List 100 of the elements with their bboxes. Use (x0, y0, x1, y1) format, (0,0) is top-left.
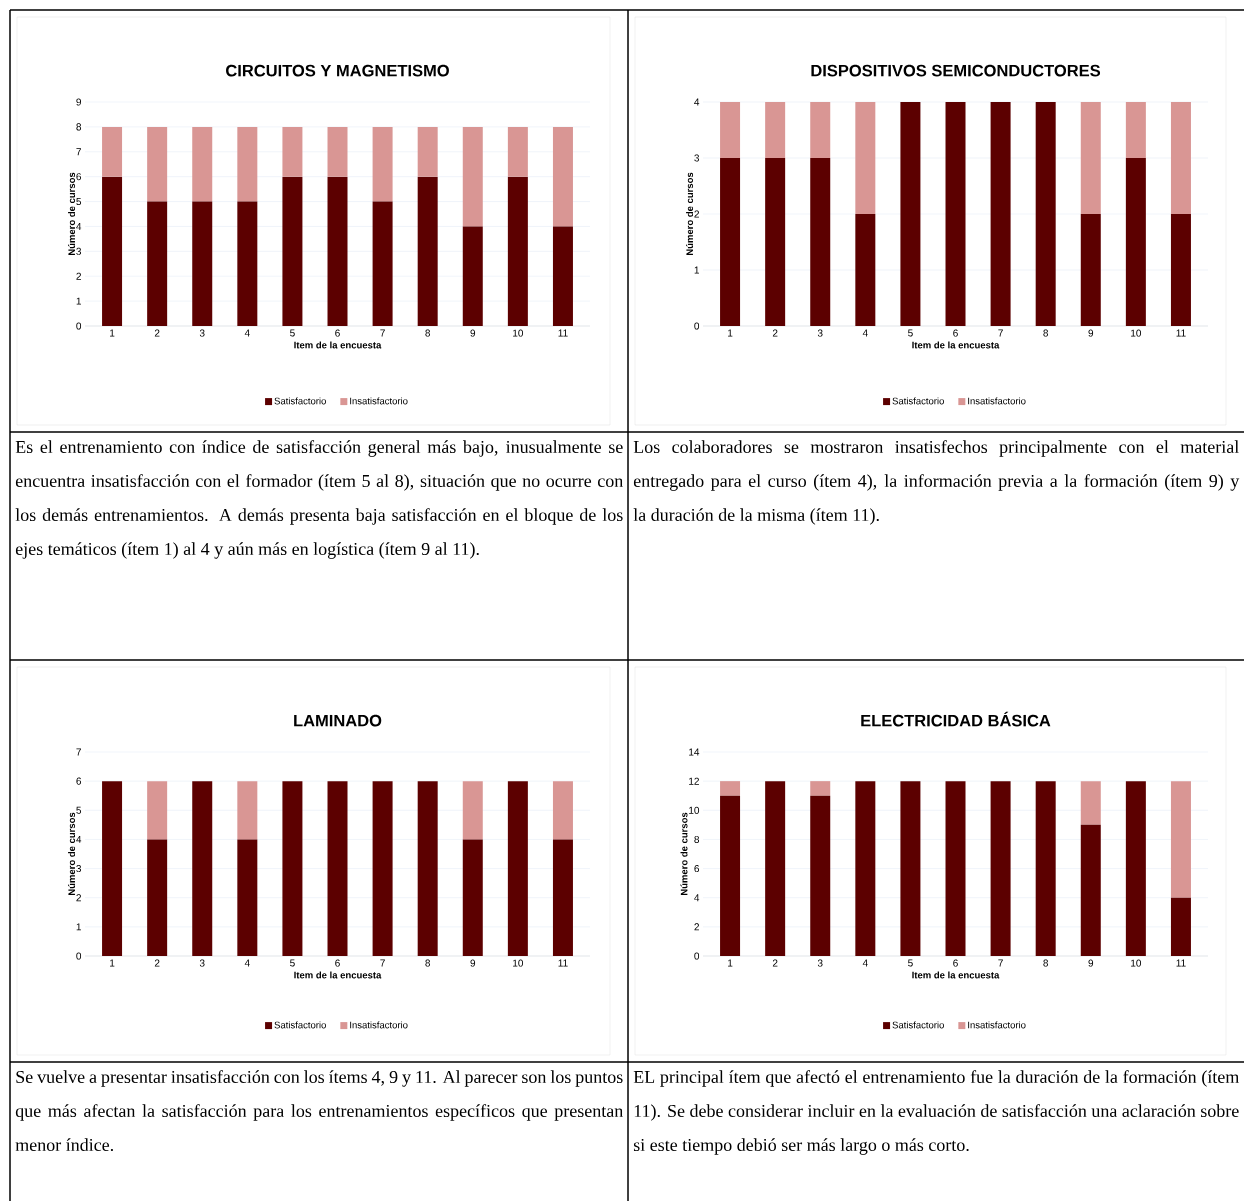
x-tick-label: 5 (908, 959, 913, 967)
x-tick-label: 8 (425, 959, 431, 967)
x-tick-label: 6 (953, 959, 958, 967)
bar (810, 158, 831, 326)
x-tick-label: 9 (470, 959, 476, 967)
x-tick-label: 6 (335, 959, 340, 967)
x-tick-label: 4 (244, 959, 250, 967)
bar (1125, 102, 1146, 158)
x-tick-label: 9 (1088, 329, 1094, 337)
y-tick-label: 6 (76, 173, 82, 181)
bar (372, 126, 393, 202)
bar (147, 126, 168, 202)
x-axis-title: Item de la encuesta (912, 971, 1000, 979)
y-axis-title: Número de cursos (67, 172, 76, 256)
chart-title: ELECTRICIDAD BÁSICA (861, 711, 1051, 727)
bar (855, 102, 876, 214)
bar (765, 158, 786, 326)
x-tick-label: 11 (558, 329, 568, 337)
bar (417, 176, 438, 326)
y-tick-label: 5 (76, 198, 82, 206)
bar (1170, 214, 1191, 326)
x-tick-label: 7 (998, 329, 1003, 337)
bar (1080, 214, 1101, 326)
bar (720, 795, 741, 956)
bar (507, 176, 528, 326)
x-tick-label: 3 (199, 329, 205, 337)
y-tick-label: 0 (76, 322, 82, 330)
x-tick-label: 4 (244, 329, 250, 337)
bar (1035, 781, 1056, 956)
bar (945, 102, 966, 326)
y-tick-label: 4 (694, 894, 700, 902)
bar (1080, 781, 1101, 825)
x-tick-label: 7 (380, 329, 385, 337)
y-tick-label: 2 (694, 923, 699, 931)
x-tick-label: 7 (380, 959, 385, 967)
text: Los colaboradores se mostraron insatisfechos principalmente con el material entregado para el curso (ítem 4), la información previa a la formación (ítem 9) y la duración de la misma (ítem 11). (633, 440, 1240, 525)
bar (990, 102, 1011, 326)
bar (372, 201, 393, 326)
y-tick-label: 6 (694, 865, 700, 873)
x-axis-title: Item de la encuesta (294, 971, 382, 979)
x-tick-label: 3 (817, 329, 823, 337)
bar (1170, 102, 1191, 214)
y-tick-label: 1 (76, 923, 81, 931)
bar (102, 126, 123, 177)
bar (1125, 158, 1146, 326)
x-tick-label: 10 (1131, 959, 1142, 967)
bar (147, 201, 168, 326)
bar (417, 126, 438, 177)
legend-label: Satisfactorio (274, 1021, 326, 1029)
bar (1170, 781, 1191, 898)
x-tick-label: 9 (1088, 959, 1094, 967)
bar (855, 214, 876, 326)
y-tick-label: 2 (76, 894, 81, 902)
y-tick-label: 0 (694, 322, 700, 330)
bar (462, 126, 483, 227)
bar (282, 126, 303, 177)
x-tick-label: 11 (1176, 959, 1186, 967)
x-axis-title: Item de la encuesta (294, 341, 382, 349)
bar (237, 126, 258, 202)
bar (282, 176, 303, 326)
bar (945, 781, 966, 956)
y-tick-label: 10 (689, 806, 700, 814)
y-tick-label: 3 (76, 865, 82, 873)
x-tick-label: 1 (110, 959, 115, 967)
y-tick-label: 6 (76, 777, 82, 785)
y-axis-title: Número de cursos (67, 812, 76, 896)
x-tick-label: 4 (862, 329, 868, 337)
bar (765, 781, 786, 956)
y-axis-title: Número de cursos (685, 172, 694, 256)
x-tick-label: 2 (772, 329, 778, 337)
y-tick-label: 4 (76, 223, 82, 230)
y-tick-label: 0 (76, 952, 82, 960)
legend-label: Satisfactorio (892, 1021, 944, 1029)
y-tick-label: 1 (694, 266, 699, 274)
chart-title: CIRCUITOS Y MAGNETISMO (226, 64, 449, 77)
text: Es el entrenamiento con índice de satisfacción general más bajo, inusualmente se encuentra insatisfacción con el formador (ítem 5 al 8), situación que no ocurre con los demás entrenamientos. A demás presenta baja satisfacción en el bloque de los ejes temáticos (ítem 1) al 4 y aún más en logística (ítem 9 al 11). (15, 440, 624, 559)
x-tick-label: 2 (154, 959, 160, 967)
legend-label: Insatisfactorio (968, 1021, 1026, 1029)
x-tick-label: 9 (470, 329, 476, 337)
bar (102, 176, 123, 326)
bar (507, 126, 528, 177)
y-tick-label: 14 (689, 748, 700, 756)
y-tick-label: 3 (76, 247, 82, 255)
y-tick-label: 7 (76, 148, 81, 156)
bar (765, 102, 786, 158)
x-tick-label: 7 (998, 959, 1003, 967)
bar (462, 226, 483, 326)
x-tick-label: 8 (425, 329, 431, 337)
bar (1035, 102, 1056, 326)
bar (192, 126, 213, 202)
bar (720, 158, 741, 326)
legend-label: Insatisfactorio (968, 397, 1026, 405)
bar (327, 126, 348, 177)
legend-label: Satisfactorio (274, 397, 326, 405)
x-tick-label: 6 (953, 329, 958, 337)
y-tick-label: 7 (76, 748, 81, 756)
x-tick-label: 11 (1176, 329, 1186, 337)
text: EL principal ítem que afectó el entrenamiento fue la duración de la formación (ítem 11). Se debe considerar incluir en la evaluación de satisfacción una aclaración sobre si este tiempo debió ser más largo o más corto. (633, 1070, 1240, 1155)
x-tick-label: 10 (513, 329, 524, 337)
x-tick-label: 8 (1043, 329, 1049, 337)
